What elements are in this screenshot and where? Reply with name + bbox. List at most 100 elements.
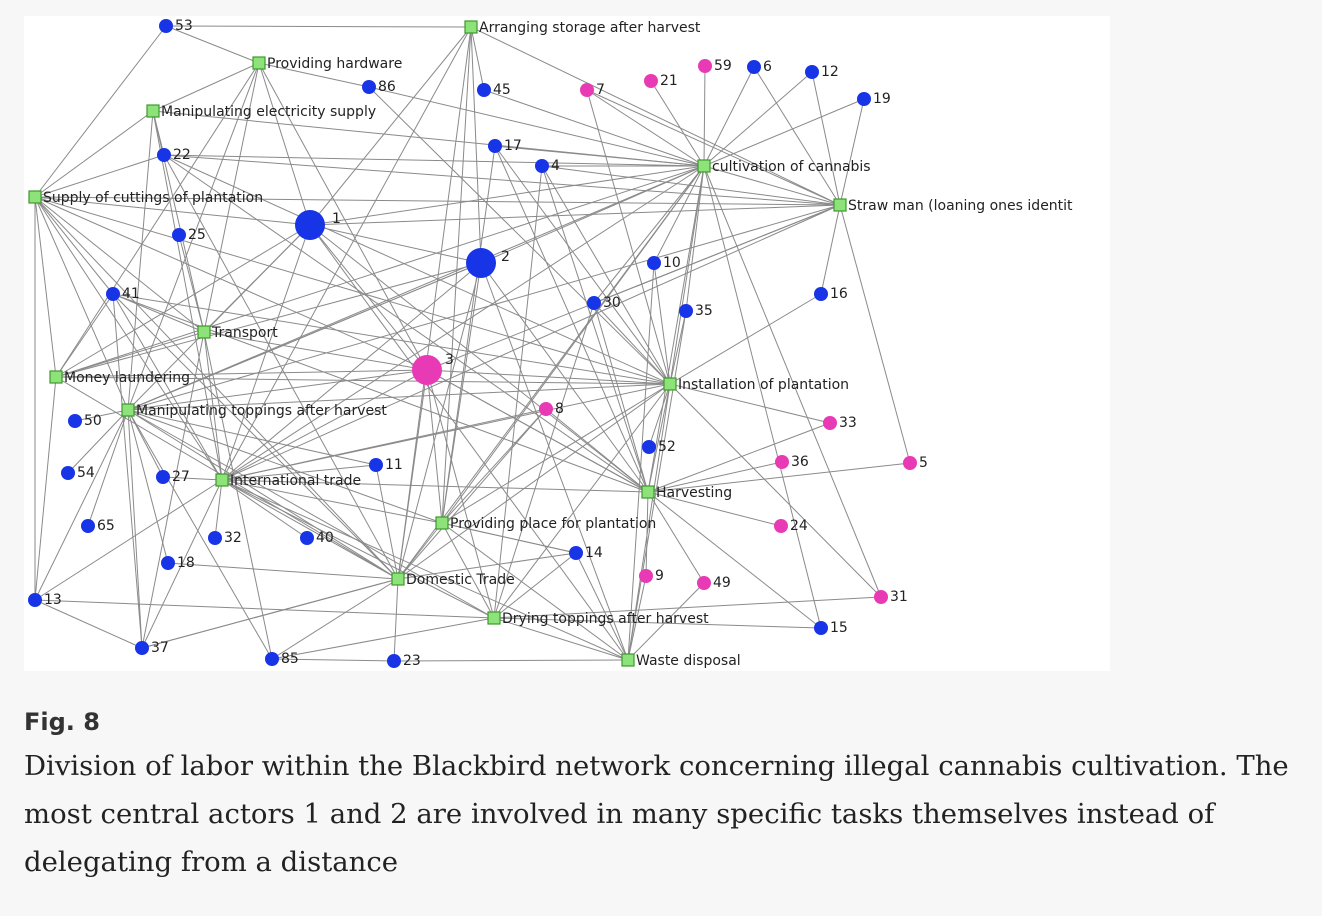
edge-t_cut-t_manip (34, 196, 129, 411)
actor-node-85: 85 (265, 651, 299, 667)
actor-label-54: 54 (77, 465, 95, 481)
actor-label-18: 18 (177, 555, 195, 571)
task-square-dry (487, 611, 501, 625)
task-label-harv: Harvesting (656, 485, 732, 501)
actor-label-5: 5 (919, 455, 928, 471)
task-label-manip: Manipulating toppings after harvest (136, 403, 387, 419)
edge-t_waste-23 (393, 659, 629, 662)
actor-label-1: 1 (332, 211, 341, 227)
edge-t_waste-9 (627, 575, 647, 661)
edge-23-85 (271, 658, 395, 662)
task-node-waste: Waste disposal (621, 653, 741, 669)
edge-t_dom-t_intl (221, 479, 399, 580)
actor-label-2: 2 (501, 249, 510, 265)
edge-1-2 (309, 224, 482, 264)
actor-label-50: 50 (84, 413, 102, 429)
edge-t_dom-8 (397, 408, 547, 580)
actor-label-3: 3 (445, 352, 454, 368)
edge-t_cult-12 (703, 71, 813, 167)
edge-t_inst-31 (669, 383, 882, 598)
edge-t_manip-65 (87, 409, 129, 527)
edge-t_inst-17 (494, 145, 671, 385)
edge-t_cult-t_manip (127, 165, 705, 411)
task-label-straw: Straw man (loaning ones identit (848, 198, 1073, 214)
actor-label-36: 36 (791, 454, 809, 470)
actor-node-11: 11 (369, 457, 403, 473)
edge-t_hw-t_money (55, 62, 260, 378)
edge-t_dom-18 (167, 562, 399, 580)
task-node-dom: Domestic Trade (391, 572, 515, 588)
edge-t_place-t_dry (441, 522, 495, 619)
edge-t_intl-32 (214, 479, 223, 539)
actor-label-6: 6 (763, 59, 772, 75)
actor-node-32: 32 (208, 530, 242, 546)
edge-t_cut-t_money (34, 196, 57, 378)
edge-t_money-1 (55, 224, 311, 378)
edge-37-t_dom (141, 578, 399, 649)
edge-t_manip-37 (127, 409, 143, 649)
edge-t_inst-41 (112, 293, 671, 385)
actor-label-7: 7 (596, 82, 605, 98)
edge-t_cult-30 (593, 165, 705, 304)
edge-t_dry-t_manip (127, 409, 495, 619)
figure-label: Fig. 8 (24, 708, 100, 736)
actor-label-19: 19 (873, 91, 891, 107)
edge-t_inst-t_dry (493, 383, 671, 619)
edge-t_money-t_trans (55, 331, 205, 378)
edge-t_harv-9 (645, 491, 649, 577)
edge-53-t_cut (34, 25, 167, 198)
actor-circle-21 (644, 74, 658, 88)
task-node-arr: Arranging storage after harvest (464, 20, 701, 36)
actor-label-9: 9 (655, 568, 664, 584)
edge-t_inst-7 (586, 89, 671, 385)
actor-node-23: 23 (387, 653, 421, 669)
actor-circle-65 (81, 519, 95, 533)
edge-22-t_inst (163, 154, 671, 385)
edge-86-t_cult (368, 86, 705, 167)
actor-node-1: 1 (295, 210, 341, 240)
edge-t_dry-t_waste (493, 617, 629, 661)
edge-t_cut-t_dom (34, 196, 399, 580)
actor-circle-3 (412, 355, 442, 385)
edge-t_waste-2 (480, 262, 629, 661)
actor-node-25: 25 (172, 227, 206, 243)
task-node-cut: Supply of cuttings of plantation (28, 190, 263, 206)
edge-t_straw-19 (839, 98, 865, 206)
edge-t_arr-1 (309, 26, 472, 226)
edge-t_inst-30 (593, 302, 671, 385)
task-node-intl: International trade (215, 473, 361, 489)
edge-2-t_harv (480, 262, 649, 493)
actor-node-59: 59 (698, 58, 732, 74)
edge-t_manip-3 (127, 369, 428, 411)
edge-t_harv-t_intl (221, 479, 649, 493)
edge-t_cut-3 (34, 196, 428, 371)
task-square-arr (464, 20, 478, 34)
edge-t_harv-30 (593, 302, 649, 493)
actor-label-12: 12 (821, 64, 839, 80)
actor-circle-7 (580, 83, 594, 97)
task-label-dry: Drying toppings after harvest (502, 611, 709, 627)
edge-22-t_dom (163, 154, 399, 580)
actor-label-16: 16 (830, 286, 848, 302)
actor-circle-41 (106, 287, 120, 301)
actor-circle-15 (814, 621, 828, 635)
actor-node-7: 7 (580, 82, 605, 98)
actor-label-25: 25 (188, 227, 206, 243)
edge-t_manip-50 (74, 409, 129, 422)
edge-t_straw-6 (753, 66, 841, 206)
actor-node-6: 6 (747, 59, 772, 75)
actor-node-86: 86 (362, 79, 396, 95)
actor-node-13: 13 (28, 592, 62, 608)
edge-t_arr-t_dom (397, 26, 472, 580)
actor-label-53: 53 (175, 18, 193, 34)
edge-t_cult-59 (703, 65, 706, 167)
actor-node-18: 18 (161, 555, 195, 571)
task-square-inst (663, 377, 677, 391)
edge-t_waste-14 (575, 552, 629, 661)
edge-t_hw-t_trans (203, 62, 260, 333)
edge-t_cult-t_straw (703, 165, 841, 206)
edge-t_dry-13 (34, 599, 495, 619)
actor-label-33: 33 (839, 415, 857, 431)
edge-t_cult-15 (703, 165, 822, 629)
task-square-place (435, 516, 449, 530)
